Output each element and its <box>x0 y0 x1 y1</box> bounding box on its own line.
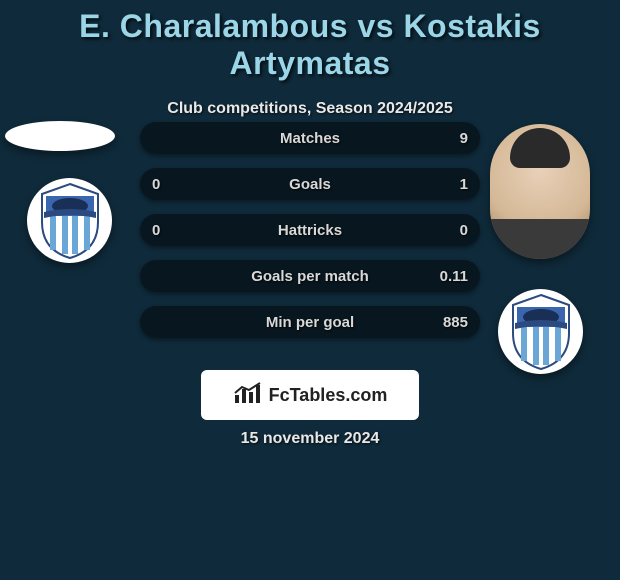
watermark: FcTables.com <box>201 370 419 420</box>
stat-value-left: 0 <box>152 176 160 193</box>
stat-row: 0 Hattricks 0 <box>140 214 480 246</box>
page-title: E. Charalambous vs Kostakis Artymatas <box>0 0 620 82</box>
stat-row: 0 Goals 1 <box>140 168 480 200</box>
date-text: 15 november 2024 <box>0 430 620 448</box>
stat-label: Goals <box>289 176 331 193</box>
avatar-right <box>490 124 590 259</box>
stat-value-left: 0 <box>152 222 160 239</box>
stat-label: Matches <box>280 130 340 147</box>
stat-value-right: 9 <box>460 130 468 147</box>
club-crest-left <box>27 178 112 263</box>
club-crest-right <box>498 289 583 374</box>
chart-icon <box>233 381 263 410</box>
stat-value-right: 0.11 <box>440 268 468 285</box>
stat-row: Min per goal 885 <box>140 306 480 338</box>
stat-label: Goals per match <box>251 268 369 285</box>
stat-value-right: 885 <box>443 314 468 331</box>
stat-row: Goals per match 0.11 <box>140 260 480 292</box>
stat-row: Matches 9 <box>140 122 480 154</box>
stat-value-right: 0 <box>460 222 468 239</box>
stat-rows: Matches 9 0 Goals 1 0 Hattricks 0 Goals … <box>140 122 480 352</box>
avatar-left-placeholder <box>5 121 115 151</box>
subtitle: Club competitions, Season 2024/2025 <box>0 100 620 118</box>
watermark-text: FcTables.com <box>269 385 388 406</box>
stat-label: Hattricks <box>278 222 342 239</box>
stat-label: Min per goal <box>266 314 354 331</box>
stat-value-right: 1 <box>460 176 468 193</box>
